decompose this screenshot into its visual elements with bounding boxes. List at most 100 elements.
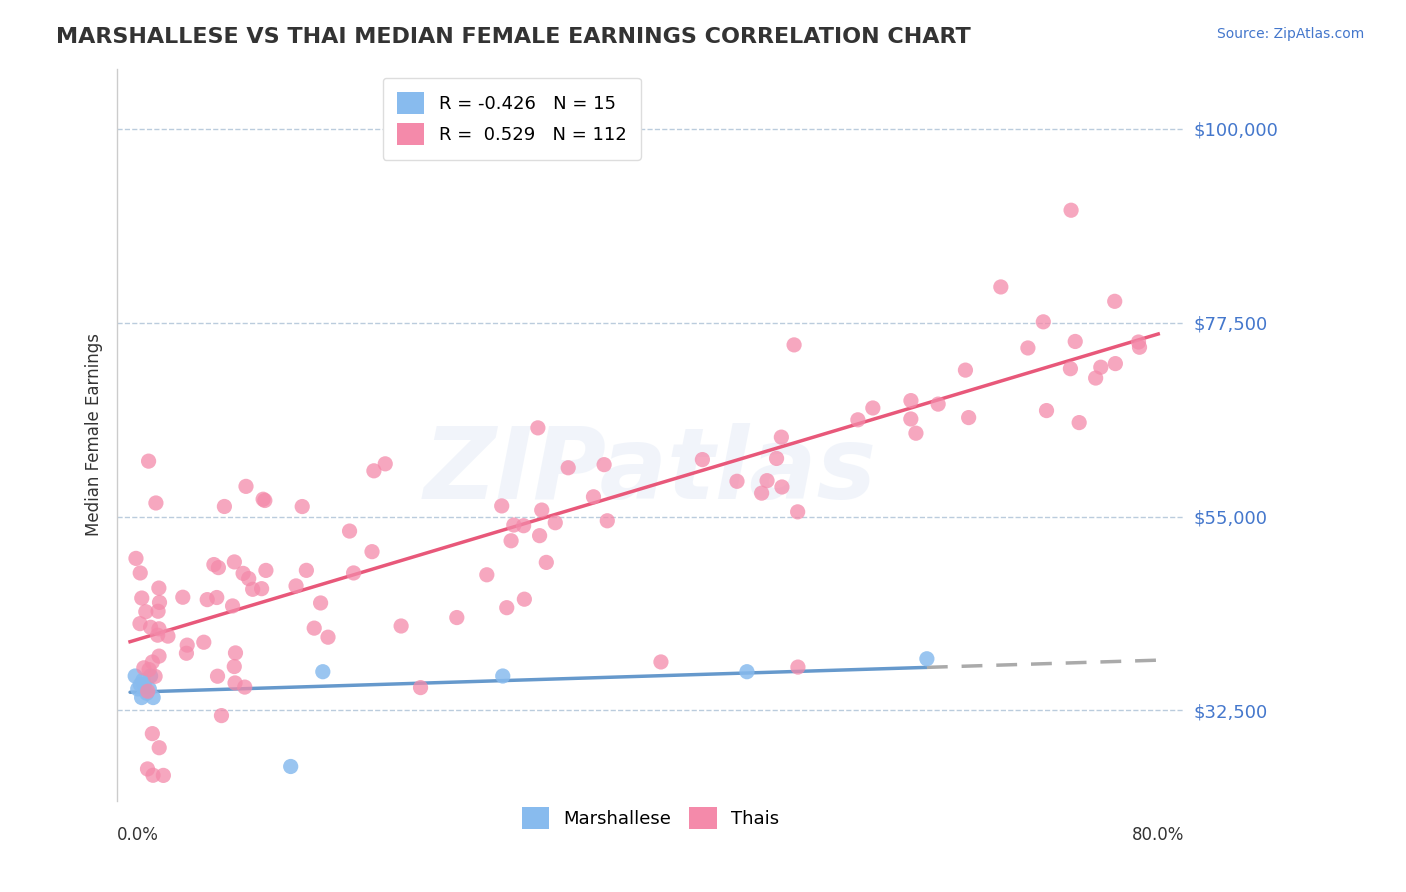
Point [1032,315,1054,329]
Point [363,464,385,478]
Point [238,572,260,586]
Point [342,566,364,580]
Point [214,500,236,514]
Point [530,503,553,517]
Point [202,558,225,572]
Point [904,426,927,441]
Point [138,454,160,468]
Point [786,505,808,519]
Point [650,655,672,669]
Point [143,669,166,683]
Point [312,665,335,679]
Point [232,566,254,581]
Point [211,708,233,723]
Point [127,681,149,696]
Point [900,393,922,408]
Point [254,563,277,577]
Text: ZIPatlas: ZIPatlas [425,423,877,520]
Point [787,660,810,674]
Point [148,595,170,609]
Point [502,518,524,533]
Point [1128,340,1150,354]
Point [915,652,938,666]
Point [138,663,160,677]
Text: Source: ZipAtlas.com: Source: ZipAtlas.com [1216,27,1364,41]
Point [862,401,884,415]
Point [374,457,396,471]
Point [596,514,619,528]
Point [148,622,170,636]
Point [131,591,153,605]
Point [242,582,264,597]
Point [146,604,169,618]
Point [132,673,155,688]
Point [302,621,325,635]
Point [1059,361,1081,376]
Point [990,280,1012,294]
Point [253,493,276,508]
Point [148,740,170,755]
Point [252,492,274,507]
Point [129,566,152,580]
Point [136,762,159,776]
Point [207,560,229,574]
Point [361,544,384,558]
Point [135,686,157,700]
Point [136,684,159,698]
Point [582,490,605,504]
Point [409,681,432,695]
Point [235,479,257,493]
Point [132,661,155,675]
Point [692,452,714,467]
Text: 0.0%: 0.0% [117,826,159,844]
Point [224,646,246,660]
Point [492,669,515,683]
Point [557,460,579,475]
Point [280,759,302,773]
Point [129,678,152,692]
Point [142,690,165,705]
Point [735,665,758,679]
Point [148,649,170,664]
Point [309,596,332,610]
Point [529,529,551,543]
Point [221,599,243,613]
Point [900,412,922,426]
Point [751,486,773,500]
Point [224,555,246,569]
Point [389,619,412,633]
Point [607,139,630,153]
Point [1064,334,1087,349]
Point [152,768,174,782]
Point [316,630,339,644]
Point [783,338,806,352]
Point [135,605,157,619]
Point [1104,357,1126,371]
Point [146,628,169,642]
Text: MARSHALLESE VS THAI MEDIAN FEMALE EARNINGS CORRELATION CHART: MARSHALLESE VS THAI MEDIAN FEMALE EARNIN… [56,27,972,46]
Point [544,516,567,530]
Point [513,592,536,607]
Point [1104,294,1126,309]
Point [224,676,246,690]
Point [131,690,153,705]
Point [1084,371,1107,385]
Point [1128,334,1150,349]
Point [233,680,256,694]
Point [593,458,616,472]
Point [172,591,194,605]
Point [195,592,218,607]
Point [141,726,163,740]
Point [145,496,167,510]
Point [139,669,162,683]
Point [1035,403,1057,417]
Point [725,475,748,489]
Point [1060,203,1083,218]
Point [957,410,980,425]
Point [139,620,162,634]
Point [124,669,146,683]
Text: 80.0%: 80.0% [1132,826,1184,844]
Point [207,669,229,683]
Point [205,591,228,605]
Legend: Marshallese, Thais: Marshallese, Thais [515,799,786,836]
